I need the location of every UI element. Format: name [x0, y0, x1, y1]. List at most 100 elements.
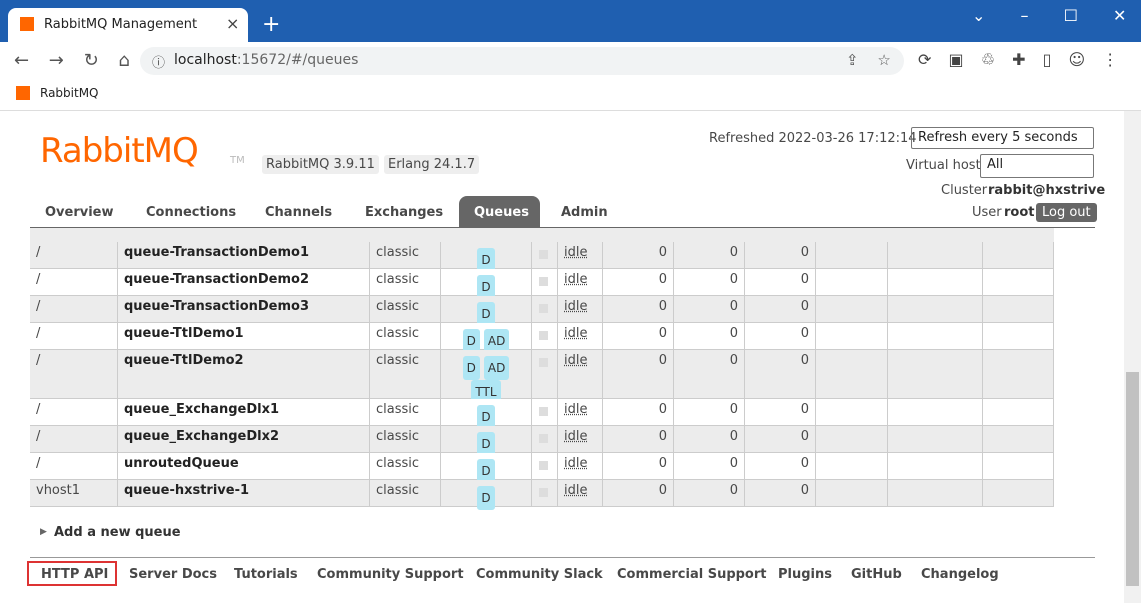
- rate-cell: [888, 480, 983, 506]
- vhost: /: [30, 426, 118, 452]
- feature-badge: AD: [483, 356, 510, 380]
- vhost: /: [30, 269, 118, 295]
- vhost: /: [30, 453, 118, 479]
- nav-tab[interactable]: Exchanges: [365, 205, 444, 220]
- header-rule: [30, 227, 1095, 228]
- vhost-select[interactable]: All: [980, 154, 1094, 178]
- omnibox[interactable]: ⓘ localhost:15672/#/queues ⇪ ☆: [140, 47, 904, 75]
- footer-link[interactable]: Community Slack: [476, 567, 603, 582]
- checkbox-cell: [532, 323, 558, 349]
- footer-link[interactable]: Tutorials: [234, 567, 298, 582]
- checkbox: [539, 488, 548, 497]
- state: idle: [558, 296, 603, 322]
- count-ready: 0: [603, 350, 674, 398]
- nav-tab[interactable]: Admin: [561, 205, 608, 220]
- rate-cell: [983, 426, 1054, 452]
- refresh-select[interactable]: Refresh every 5 seconds: [911, 127, 1094, 149]
- count-unacked: 0: [674, 350, 745, 398]
- logout[interactable]: Log out: [1036, 203, 1097, 222]
- queue-row[interactable]: /queue_ExchangeDlx1classicDDLXidle000: [30, 399, 1054, 453]
- count-ready: 0: [603, 426, 674, 452]
- footer-link[interactable]: Commercial Support: [617, 567, 767, 582]
- extensions[interactable]: ⟳ ▣ ♲ ✚ ▯ ☺ ⋮: [918, 50, 1119, 69]
- queue-type: classic: [370, 350, 441, 398]
- count-ready: 0: [603, 399, 674, 425]
- tab-close[interactable]: ×: [226, 14, 240, 33]
- queue-type: classic: [370, 399, 441, 425]
- count-unacked: 0: [674, 399, 745, 425]
- bookmark-icon: [16, 86, 30, 100]
- features: D: [441, 296, 532, 326]
- omnibox-icons[interactable]: ⇪ ☆: [846, 51, 891, 69]
- footer-link[interactable]: Plugins: [778, 567, 832, 582]
- queue-row[interactable]: / queue-TtlDemo2 classic D ADTTL idle 0 0 0: [30, 350, 1054, 404]
- queue-type: classic: [370, 323, 441, 349]
- logo[interactable]: RabbitMQ: [40, 131, 199, 171]
- checkbox-cell: [532, 296, 558, 322]
- header: RabbitMQ TM RabbitMQ 3.9.11 Erlang 24.1.7 Re…: [0, 111, 1124, 228]
- checkbox-cell: [532, 480, 558, 506]
- cluster-label: Cluster: [941, 183, 988, 198]
- nav-tab[interactable]: Overview: [45, 205, 114, 220]
- checkbox-cell: [532, 399, 558, 425]
- url: localhost:15672/#/queues: [174, 52, 358, 68]
- rate-cell: [816, 323, 888, 349]
- nav-tab[interactable]: Connections: [146, 205, 237, 220]
- rate-cell: [983, 480, 1054, 506]
- feature-badge: D: [477, 405, 495, 429]
- footer-link[interactable]: GitHub: [851, 567, 902, 582]
- count-ready: 0: [603, 242, 674, 268]
- new-tab[interactable]: +: [262, 12, 281, 37]
- nav-tab[interactable]: Queues: [474, 205, 529, 220]
- queue-row[interactable]: / queue-TtlDemo1 classic D AD idle 0 0 0: [30, 323, 1054, 353]
- footer-link[interactable]: Community Support: [317, 567, 464, 582]
- footer-link[interactable]: HTTP API: [41, 567, 109, 582]
- user: root: [1004, 205, 1035, 220]
- state: idle: [558, 399, 603, 425]
- rate-cell: [983, 296, 1054, 322]
- state: idle: [558, 453, 603, 479]
- rate-cell: [888, 399, 983, 425]
- refreshed: Refreshed 2022-03-26 17:12:14: [709, 131, 917, 146]
- footer-link[interactable]: Server Docs: [129, 567, 217, 582]
- vhost-label: Virtual host: [906, 158, 981, 173]
- scroll-thumb[interactable]: [1126, 372, 1139, 586]
- count-ready: 0: [603, 480, 674, 506]
- queue-type: classic: [370, 269, 441, 295]
- rate-cell: [816, 350, 888, 398]
- count-ready: 0: [603, 296, 674, 322]
- checkbox-cell: [532, 269, 558, 295]
- queue-type: classic: [370, 426, 441, 452]
- checkbox-cell: [532, 453, 558, 479]
- count-total: 0: [745, 242, 816, 268]
- rate-cell: [816, 399, 888, 425]
- features: D AD: [441, 323, 532, 353]
- favicon: [20, 17, 34, 31]
- nav-tab[interactable]: Channels: [265, 205, 333, 220]
- tab-title: RabbitMQ Management: [44, 17, 198, 32]
- bookmark[interactable]: RabbitMQ: [40, 86, 99, 100]
- rate-cell: [816, 269, 888, 295]
- count-ready: 0: [603, 269, 674, 295]
- rate-cell: [983, 399, 1054, 425]
- nav-buttons[interactable]: ← → ↻ ⌂: [14, 50, 130, 71]
- tab[interactable]: RabbitMQ Management ×: [8, 8, 248, 42]
- footer-link[interactable]: Changelog: [921, 567, 999, 582]
- add-queue[interactable]: Add a new queue: [54, 525, 181, 540]
- nav-tab-active: [459, 196, 540, 228]
- queue-row[interactable]: /queue_ExchangeDlx2classicDDLXidle000: [30, 426, 1054, 480]
- rate-cell: [816, 426, 888, 452]
- count-total: 0: [745, 350, 816, 398]
- feature-badge: D: [462, 356, 480, 380]
- count-total: 0: [745, 480, 816, 506]
- checkbox: [539, 461, 548, 470]
- queue-type: classic: [370, 480, 441, 506]
- feature-badge: D: [477, 459, 495, 483]
- window-controls[interactable]: ⌄ – ☐ ✕: [972, 6, 1127, 25]
